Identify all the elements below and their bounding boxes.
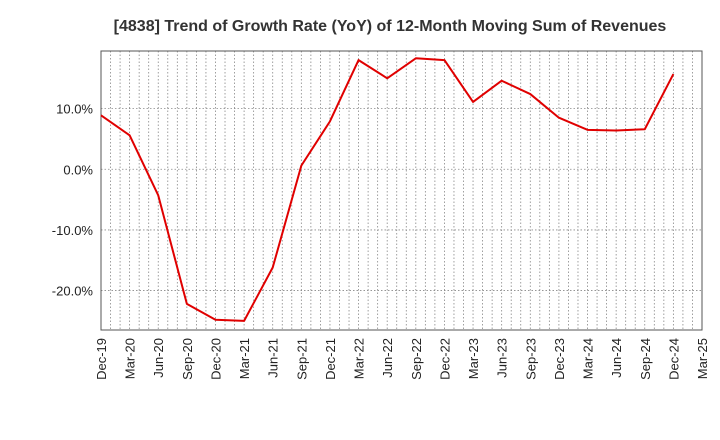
y-tick-label: -10.0%: [52, 223, 94, 238]
x-tick-label: Mar-24: [581, 338, 596, 379]
x-tick-label: Sep-23: [523, 338, 538, 380]
x-tick-label: Jun-20: [151, 338, 166, 378]
x-tick-label: Mar-21: [237, 338, 252, 379]
y-tick-label: 10.0%: [56, 102, 93, 117]
x-tick-label: Dec-22: [437, 338, 452, 380]
y-tick-label: 0.0%: [63, 162, 93, 177]
x-tick-label: Jun-23: [495, 338, 510, 378]
x-tick-label: Mar-20: [123, 338, 138, 379]
series-layer: [100, 57, 675, 322]
x-tick-label: Dec-19: [94, 338, 109, 380]
x-tick-label: Jun-24: [609, 338, 624, 378]
x-tick-label: Mar-25: [695, 338, 710, 379]
grid: [101, 51, 702, 330]
x-tick-label: Sep-24: [638, 338, 653, 380]
x-tick-label: Dec-23: [552, 338, 567, 380]
x-tick-label: Dec-21: [323, 338, 338, 380]
x-tick-label: Mar-22: [352, 338, 367, 379]
x-tick-label: Mar-23: [466, 338, 481, 379]
x-tick-label: Jun-22: [380, 338, 395, 378]
x-tick-label: Dec-24: [666, 338, 681, 380]
series-line: [100, 57, 675, 322]
plot-area: [100, 50, 703, 331]
y-axis: 10.0% 0.0% -10.0% -20.0%: [52, 102, 94, 299]
chart-title: [4838] Trend of Growth Rate (YoY) of 12-…: [114, 18, 667, 35]
x-tick-label: Sep-22: [409, 338, 424, 380]
x-tick-label: Sep-21: [294, 338, 309, 380]
x-tick-label: Sep-20: [180, 338, 195, 380]
x-tick-label: Dec-20: [208, 338, 223, 380]
x-axis: Dec-19 Mar-20 Jun-20 Sep-20 Dec-20 Mar-21 Jun-…: [94, 338, 710, 380]
y-tick-label: -20.0%: [52, 284, 94, 299]
x-tick-label: Jun-21: [266, 338, 281, 378]
